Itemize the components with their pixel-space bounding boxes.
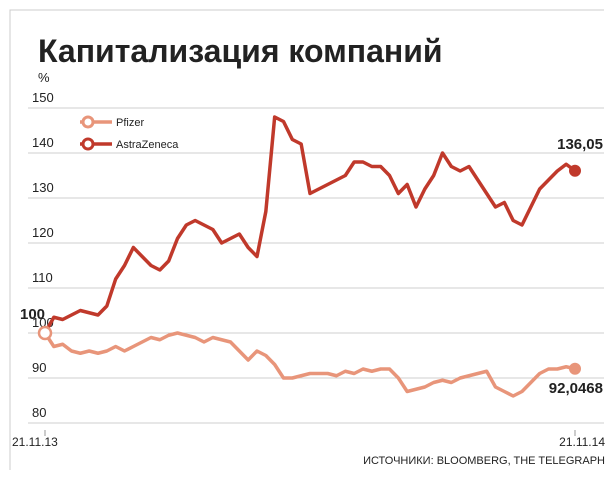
x-tick-label: 21.11.14 <box>559 435 605 449</box>
y-tick-label: 130 <box>32 180 54 195</box>
y-tick-label: 140 <box>32 135 54 150</box>
chart-title: Капитализация компаний <box>38 33 443 69</box>
value-label: 92,0468 <box>549 380 603 397</box>
start-dot <box>37 325 53 341</box>
value-label: 136,05 <box>557 136 603 153</box>
end-dot <box>569 164 581 177</box>
y-tick-label: 120 <box>32 225 54 240</box>
y-unit: % <box>38 70 50 85</box>
y-tick-label: 150 <box>32 90 54 105</box>
series-line <box>43 331 576 398</box>
y-tick-label: 80 <box>32 405 46 420</box>
x-tick-label: 21.11.13 <box>12 435 58 449</box>
legend-marker <box>81 115 95 129</box>
source: ИСТОЧНИКИ: BLOOMBERG, THE TELEGRAPH <box>363 455 605 467</box>
legend-marker <box>81 137 95 151</box>
y-tick-label: 90 <box>32 360 46 375</box>
frame <box>9 9 604 470</box>
value-label: 100 <box>20 306 45 323</box>
y-tick-label: 110 <box>32 270 53 285</box>
series-line <box>43 115 577 334</box>
end-dot <box>569 362 581 375</box>
legend-label: AstraZeneca <box>116 139 179 151</box>
legend-label: Pfizer <box>116 117 144 129</box>
